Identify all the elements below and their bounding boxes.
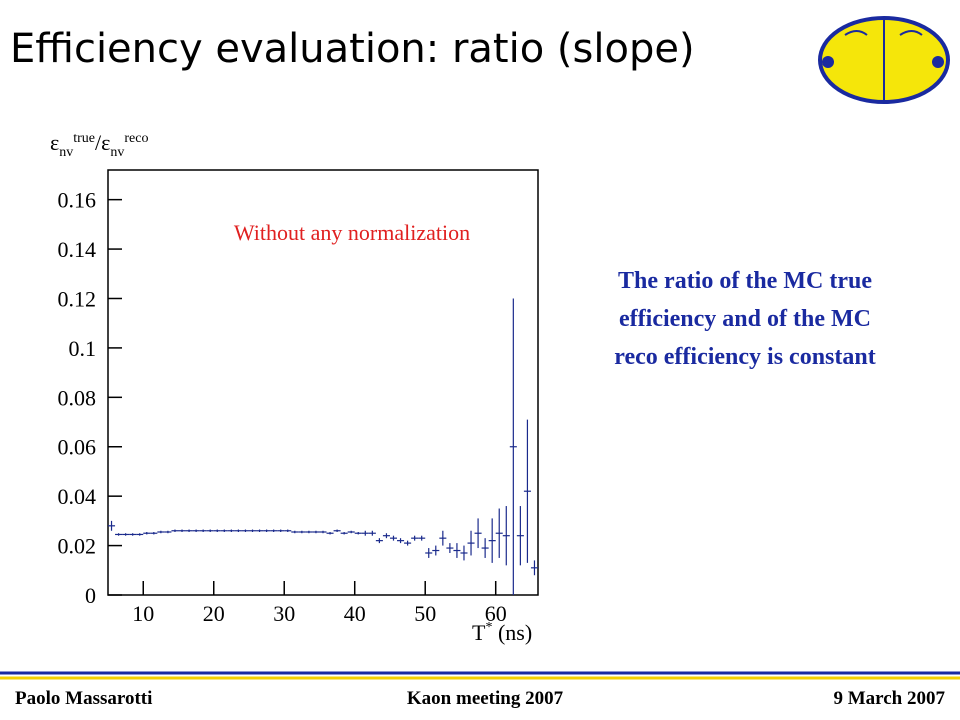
x-axis-label: T* (ns)	[472, 620, 532, 645]
y-label-part: nv	[59, 145, 73, 160]
x-tick-label: 40	[344, 601, 366, 626]
y-tick-label: 0	[85, 583, 96, 608]
y-tick-label: 0.08	[58, 385, 97, 410]
annotation: Without any normalization	[234, 220, 470, 245]
footer-event: Kaon meeting 2007	[407, 688, 564, 709]
x-tick-label: 20	[203, 601, 225, 626]
y-tick-label: 0.12	[58, 286, 97, 311]
plot-frame	[107, 169, 539, 596]
y-tick-label: 0.14	[58, 237, 97, 262]
x-tick-label: 60	[485, 601, 507, 626]
y-label-part: reco	[124, 131, 148, 146]
y-label-part: ε	[50, 130, 59, 155]
x-label-part: *	[485, 620, 492, 635]
footer-author: Paolo Massarotti	[15, 688, 152, 709]
description-line: The ratio of the MC true	[618, 268, 872, 294]
y-label-part: true	[73, 131, 95, 146]
description-line: efficiency and of the MC	[619, 306, 871, 332]
y-tick-label: 0.06	[58, 435, 97, 460]
x-tick-label: 30	[273, 601, 295, 626]
footer-date: 9 March 2007	[833, 688, 945, 709]
y-axis-label: εnvtrue/εnvreco	[50, 130, 148, 160]
slide-title: Efficiency evaluation: ratio (slope)	[10, 26, 695, 72]
y-tick-label: 0.16	[58, 188, 97, 213]
x-label-part: (ns)	[492, 620, 532, 645]
y-tick-label: 0.04	[58, 484, 97, 509]
x-tick-label: 10	[132, 601, 154, 626]
description-line: reco efficiency is constant	[614, 344, 875, 370]
y-label-part: /ε	[95, 130, 110, 155]
y-tick-label: 0.02	[58, 534, 97, 559]
y-label-part: nv	[110, 145, 124, 160]
y-tick-label: 0.1	[69, 336, 97, 361]
x-tick-label: 50	[414, 601, 436, 626]
logo	[818, 16, 950, 104]
x-label-part: T	[472, 620, 486, 645]
